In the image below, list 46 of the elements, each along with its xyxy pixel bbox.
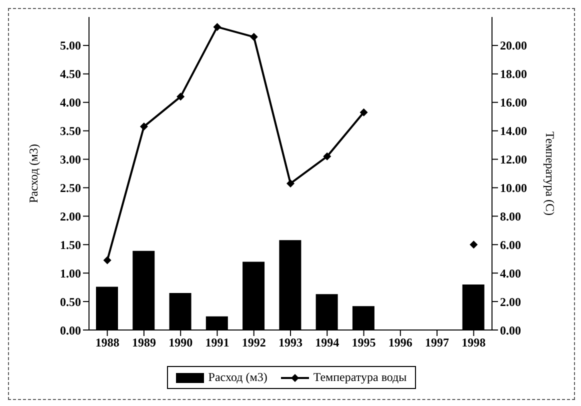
y-tick-label: 3.00 (60, 152, 81, 167)
point (360, 108, 368, 116)
x-tick-label: 1996 (388, 336, 412, 350)
y-tick-label: 3.50 (60, 124, 81, 138)
y2-tick-label: 6.00 (500, 238, 521, 252)
y2-tick-label: 4.00 (500, 266, 521, 280)
y-tick-label: 2.50 (60, 180, 81, 195)
point (470, 240, 478, 249)
x-tick-label: 1988 (95, 336, 120, 350)
point (103, 256, 112, 264)
point (323, 152, 332, 160)
y-tick-label: 1.50 (60, 238, 81, 252)
y-tick-label: 4.00 (60, 96, 81, 110)
x-tick-label: 1997 (425, 336, 450, 350)
y2-tick-label: 10.00 (500, 180, 527, 195)
x-tick-label: 1995 (352, 336, 376, 350)
y2-tick-label: 14.00 (500, 124, 527, 138)
y2-axis-title: Температура (С) (542, 132, 557, 216)
x-tick-label: 1990 (168, 336, 193, 350)
y-tick-label: 0.00 (60, 323, 81, 338)
y2-tick-label: 20.00 (500, 38, 527, 53)
x-tick-label: 1991 (205, 336, 230, 350)
y-tick-label: 2.00 (60, 209, 81, 224)
point (250, 32, 258, 41)
x-tick-label: 1992 (242, 336, 266, 350)
y-axis-title: Расход (м3) (26, 144, 40, 204)
x-tick-label: 1993 (278, 336, 302, 350)
point (286, 179, 294, 188)
x-tick-label: 1998 (462, 336, 486, 350)
x-tick-label: 1989 (132, 336, 156, 350)
point (176, 92, 185, 101)
y2-tick-label: 2.00 (500, 294, 521, 309)
point (213, 22, 222, 31)
y2-tick-label: 0.00 (500, 323, 521, 338)
y-tick-label: 5.00 (60, 38, 81, 53)
y-tick-label: 4.50 (60, 67, 81, 82)
legend-label: Температура воды (313, 370, 407, 385)
y-tick-label: 0.50 (60, 294, 81, 309)
y2-tick-label: 8.00 (500, 209, 521, 224)
y2-tick-label: 16.00 (500, 96, 527, 110)
y-tick-label: 1.00 (60, 266, 81, 280)
point (140, 122, 148, 131)
y2-tick-label: 12.00 (500, 152, 527, 167)
x-tick-label: 1994 (315, 336, 340, 350)
y2-tick-label: 18.00 (500, 67, 527, 82)
legend-label: Расход (м3) (208, 370, 268, 385)
